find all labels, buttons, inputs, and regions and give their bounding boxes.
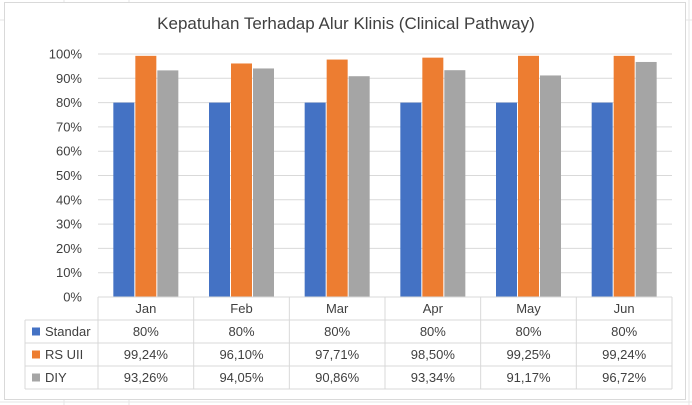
bar-standar <box>304 102 326 297</box>
bar-standar <box>591 102 613 297</box>
data-table-value: 80% <box>515 324 541 339</box>
bar-diy <box>348 76 370 297</box>
y-tick-label: 100% <box>49 47 83 62</box>
y-tick-label: 20% <box>56 241 82 256</box>
bar-standar <box>113 102 135 297</box>
legend-label: Standar <box>45 324 91 339</box>
bar-rs-uii <box>518 55 539 298</box>
bar-diy <box>253 68 274 297</box>
data-table-value: 80% <box>611 324 637 339</box>
data-table-value: 99,25% <box>506 347 551 362</box>
data-table-value: 91,17% <box>506 370 551 385</box>
bar-rs-uii <box>135 55 157 297</box>
data-table-value: 93,34% <box>411 370 456 385</box>
legend-label: RS UII <box>45 347 83 362</box>
bar-standar <box>400 102 422 297</box>
y-tick-label: 40% <box>56 192 82 207</box>
data-table-value: 97,71% <box>315 347 360 362</box>
y-tick-label: 80% <box>56 95 82 110</box>
legend-key <box>32 373 40 382</box>
y-tick-label: 0% <box>63 290 82 305</box>
data-table-value: 98,50% <box>411 347 456 362</box>
data-table-value: 96,72% <box>602 370 647 385</box>
x-category-label: Apr <box>423 301 444 316</box>
chart-area[interactable]: Kepatuhan Terhadap Alur Klinis (Clinical… <box>4 2 686 400</box>
data-table-value: 80% <box>324 324 350 339</box>
data-table-value: 90,86% <box>315 370 360 385</box>
x-category-label: Jun <box>614 301 635 316</box>
x-category-label: May <box>516 301 541 316</box>
data-table-value: 99,24% <box>124 347 169 362</box>
y-tick-label: 30% <box>56 217 82 232</box>
chart-title: Kepatuhan Terhadap Alur Klinis (Clinical… <box>157 14 535 33</box>
y-tick-label: 70% <box>56 119 82 134</box>
data-table-value: 80% <box>420 324 446 339</box>
x-category-label: Feb <box>230 301 252 316</box>
data-table-value: 93,26% <box>124 370 169 385</box>
data-table-value: 96,10% <box>219 347 264 362</box>
data-table-value: 99,24% <box>602 347 647 362</box>
bar-diy <box>635 61 657 298</box>
data-table-value: 94,05% <box>219 370 264 385</box>
x-category-label: Mar <box>326 301 349 316</box>
bar-diy <box>157 70 179 297</box>
y-tick-label: 60% <box>56 144 82 159</box>
plot-area: 0% 10% 20% 30% 40% 50% 60% 70% 80% 90% 100% Jan Feb M… <box>24 47 673 390</box>
bar-rs-uii <box>231 63 252 297</box>
bar-rs-uii <box>613 55 635 297</box>
bar-standar <box>496 102 517 297</box>
bar-rs-uii <box>326 59 348 298</box>
legend-key <box>32 327 40 336</box>
bar-diy <box>540 75 561 297</box>
y-tick-label: 50% <box>56 168 82 183</box>
bar-rs-uii <box>422 57 444 297</box>
data-table-value: 80% <box>228 324 254 339</box>
legend-label: DIY <box>45 370 67 385</box>
bar-standar <box>209 102 230 297</box>
y-tick-label: 90% <box>56 71 82 86</box>
x-category-label: Jan <box>135 301 156 316</box>
y-tick-label: 10% <box>56 265 82 280</box>
legend-key <box>32 350 40 359</box>
bar-diy <box>444 70 466 297</box>
data-table-value: 80% <box>133 324 159 339</box>
